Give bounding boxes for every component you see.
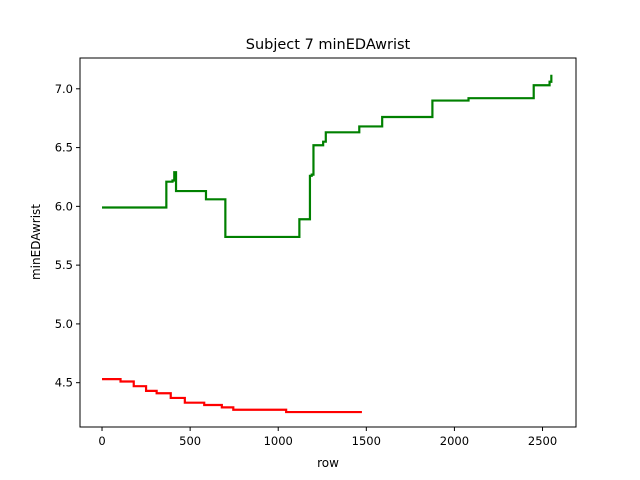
x-axis: 0 500 1000 1500 2000 2500 [98,427,557,448]
plot-frame [79,57,577,428]
x-tick-label: 1500 [352,434,381,448]
chart-title: Subject 7 minEDAwrist [246,37,411,53]
x-tick-label: 500 [179,434,201,448]
y-tick-label: 6.5 [55,141,73,155]
x-axis-label: row [317,456,339,470]
y-tick-label: 5.5 [55,258,73,272]
series-layer [102,74,553,414]
x-tick-label: 2000 [440,434,469,448]
y-tick-label: 5.0 [55,317,73,331]
series-line-1 [102,74,553,239]
y-tick-label: 4.5 [55,376,73,390]
y-axis-label: minEDAwrist [29,204,43,280]
x-tick-label: 1000 [264,434,293,448]
series-line-2 [102,378,362,414]
y-tick-label: 7.0 [55,82,73,96]
x-tick-label: 0 [98,434,105,448]
x-tick-label: 2500 [528,434,557,448]
y-axis: 4.5 5.0 5.5 6.0 6.5 7.0 [55,82,80,390]
y-tick-label: 6.0 [55,199,73,213]
